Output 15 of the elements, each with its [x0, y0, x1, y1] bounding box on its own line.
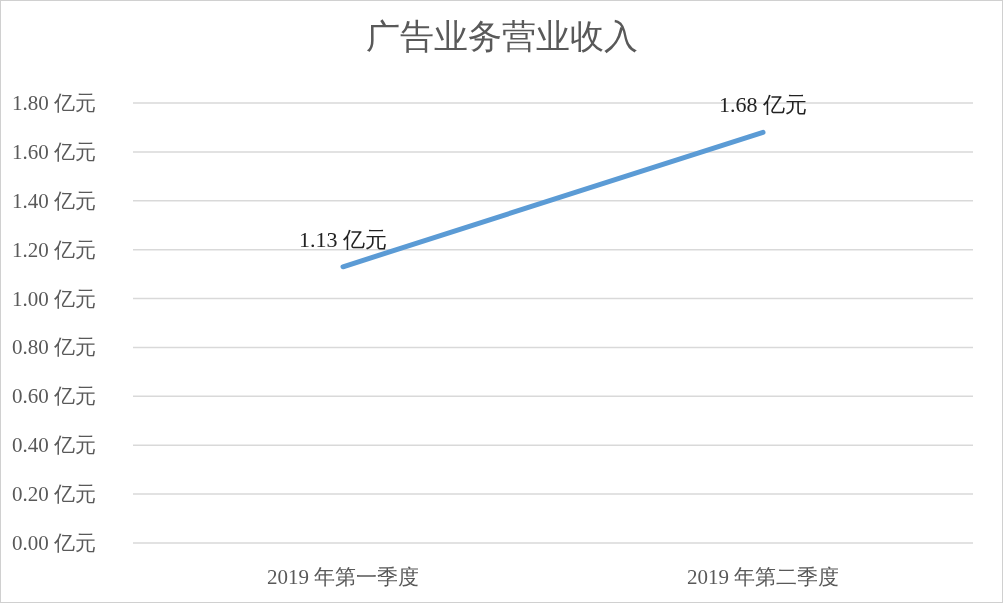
y-tick-label: 1.80 亿元 [12, 91, 96, 115]
y-tick-label: 0.80 亿元 [12, 335, 96, 360]
x-tick-label: 2019 年第二季度 [686, 565, 840, 589]
y-tick-label: 0.40 亿元 [12, 433, 96, 458]
y-tick-label: 1.00 亿元 [12, 286, 96, 311]
y-tick-label: 0.60 亿元 [12, 384, 96, 409]
y-tick-label: 0.00 亿元 [12, 531, 96, 555]
data-label: 1.13 亿元 [299, 226, 387, 252]
y-tick-label: 1.20 亿元 [12, 237, 96, 262]
x-tick-label: 2019 年第一季度 [266, 565, 420, 589]
chart-title: 广告业务营业收入 [365, 18, 638, 55]
y-tick-label: 1.40 亿元 [12, 188, 96, 213]
data-label: 1.68 亿元 [719, 92, 807, 118]
y-tick-label: 0.20 亿元 [12, 482, 96, 507]
y-tick-label: 1.60 亿元 [12, 139, 96, 164]
